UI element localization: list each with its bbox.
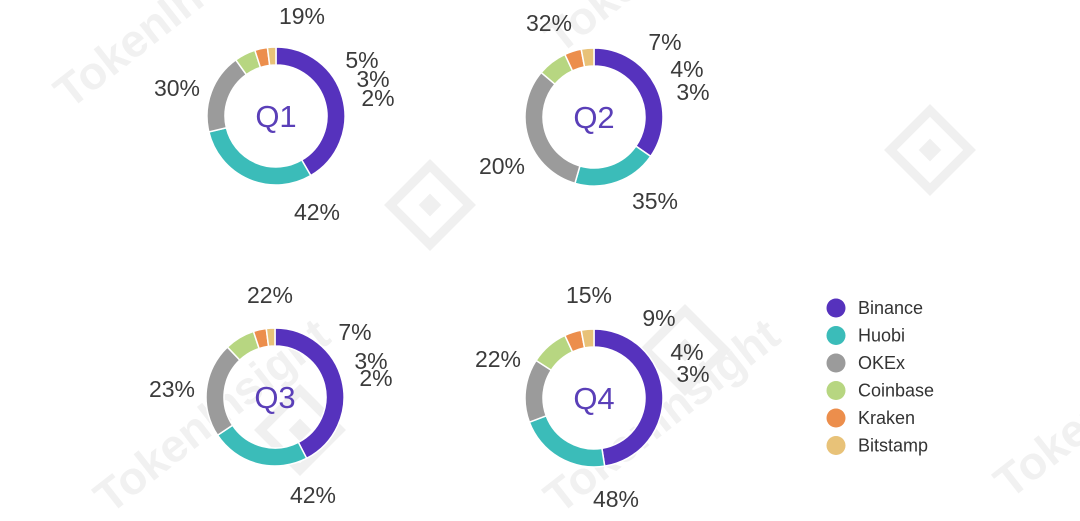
- legend-swatch: [826, 436, 846, 455]
- watermark-text: TokenInsight: [984, 293, 1080, 508]
- data-label-bitstamp: 3%: [676, 79, 709, 105]
- data-label-okex: 15%: [566, 282, 612, 308]
- data-label-coinbase: 9%: [642, 305, 675, 331]
- data-label-coinbase: 7%: [648, 29, 681, 55]
- data-label-bitstamp: 2%: [361, 85, 394, 111]
- quarter-label: Q2: [573, 100, 614, 135]
- slice-bitstamp: [580, 47, 595, 68]
- data-label-bitstamp: 3%: [676, 361, 709, 387]
- data-label-binance: 42%: [290, 482, 336, 508]
- legend-item-okex: OKEx: [826, 353, 905, 373]
- data-label-coinbase: 7%: [338, 319, 371, 345]
- legend-label: Binance: [858, 298, 923, 318]
- legend-item-binance: Binance: [826, 298, 923, 318]
- data-label-binance: 35%: [632, 188, 678, 214]
- data-label-okex: 32%: [526, 10, 572, 36]
- legend-item-coinbase: Coinbase: [826, 381, 934, 401]
- slice-huobi: [574, 145, 652, 187]
- quarter-label: Q1: [255, 99, 296, 134]
- data-label-kraken: 3%: [354, 348, 387, 374]
- slice-okex: [524, 71, 581, 185]
- legend-item-huobi: Huobi: [826, 326, 905, 346]
- data-label-kraken: 4%: [670, 56, 703, 82]
- data-label-binance: 42%: [294, 199, 340, 225]
- watermark-logo-icon: [884, 104, 976, 196]
- legend-label: Bitstamp: [858, 436, 928, 456]
- legend-item-bitstamp: Bitstamp: [826, 436, 928, 456]
- donut-chart-q3: Q3 42% 23% 22% 7% 3%2%: [149, 282, 393, 508]
- data-label-coinbase: 5%: [345, 47, 378, 73]
- legend-label: Huobi: [858, 326, 905, 346]
- data-label-huobi: 22%: [475, 346, 521, 372]
- data-label-binance: 48%: [593, 486, 639, 512]
- data-label-huobi: 30%: [154, 75, 200, 101]
- slice-bitstamp: [266, 46, 277, 67]
- legend-swatch: [826, 381, 846, 400]
- donut-chart-q4: Q4 48% 22% 15% 9% 4%3%: [475, 282, 710, 512]
- legend-swatch: [826, 298, 846, 318]
- charts-layer: Q142%30%19%5%3%2%Q235%20%32%7%4%3%Q342%2…: [149, 3, 710, 512]
- legend-label: Kraken: [858, 408, 915, 428]
- legend-label: OKEx: [858, 353, 905, 373]
- quarter-label: Q4: [573, 381, 614, 416]
- data-label-huobi: 20%: [479, 153, 525, 179]
- slice-okex: [206, 58, 248, 133]
- legend-swatch: [826, 408, 846, 428]
- legend-swatch: [826, 326, 846, 345]
- data-label-okex: 19%: [279, 3, 325, 29]
- legend-label: Coinbase: [858, 381, 934, 401]
- legend-swatch: [826, 353, 846, 373]
- data-label-huobi: 23%: [149, 376, 195, 402]
- data-label-okex: 22%: [247, 282, 293, 308]
- data-label-kraken: 4%: [670, 339, 703, 365]
- donut-chart-q1: Q1 42% 30% 19% 5%3%2%: [154, 3, 395, 225]
- data-label-bitstamp: 2%: [359, 365, 392, 391]
- slice-huobi: [207, 126, 312, 186]
- data-label-kraken: 3%: [356, 66, 389, 92]
- quarter-label: Q3: [254, 380, 295, 415]
- watermark-logo-icon: [384, 159, 476, 251]
- slice-bitstamp: [265, 327, 276, 348]
- slice-okex: [524, 359, 553, 424]
- legend-item-kraken: Kraken: [826, 408, 915, 428]
- slice-bitstamp: [580, 328, 595, 349]
- donut-chart-q2: Q2 35% 20% 32% 7%4%3%: [479, 10, 710, 214]
- legend: Binance Huobi OKEx Coinbase Kraken Bitstamp: [826, 298, 934, 456]
